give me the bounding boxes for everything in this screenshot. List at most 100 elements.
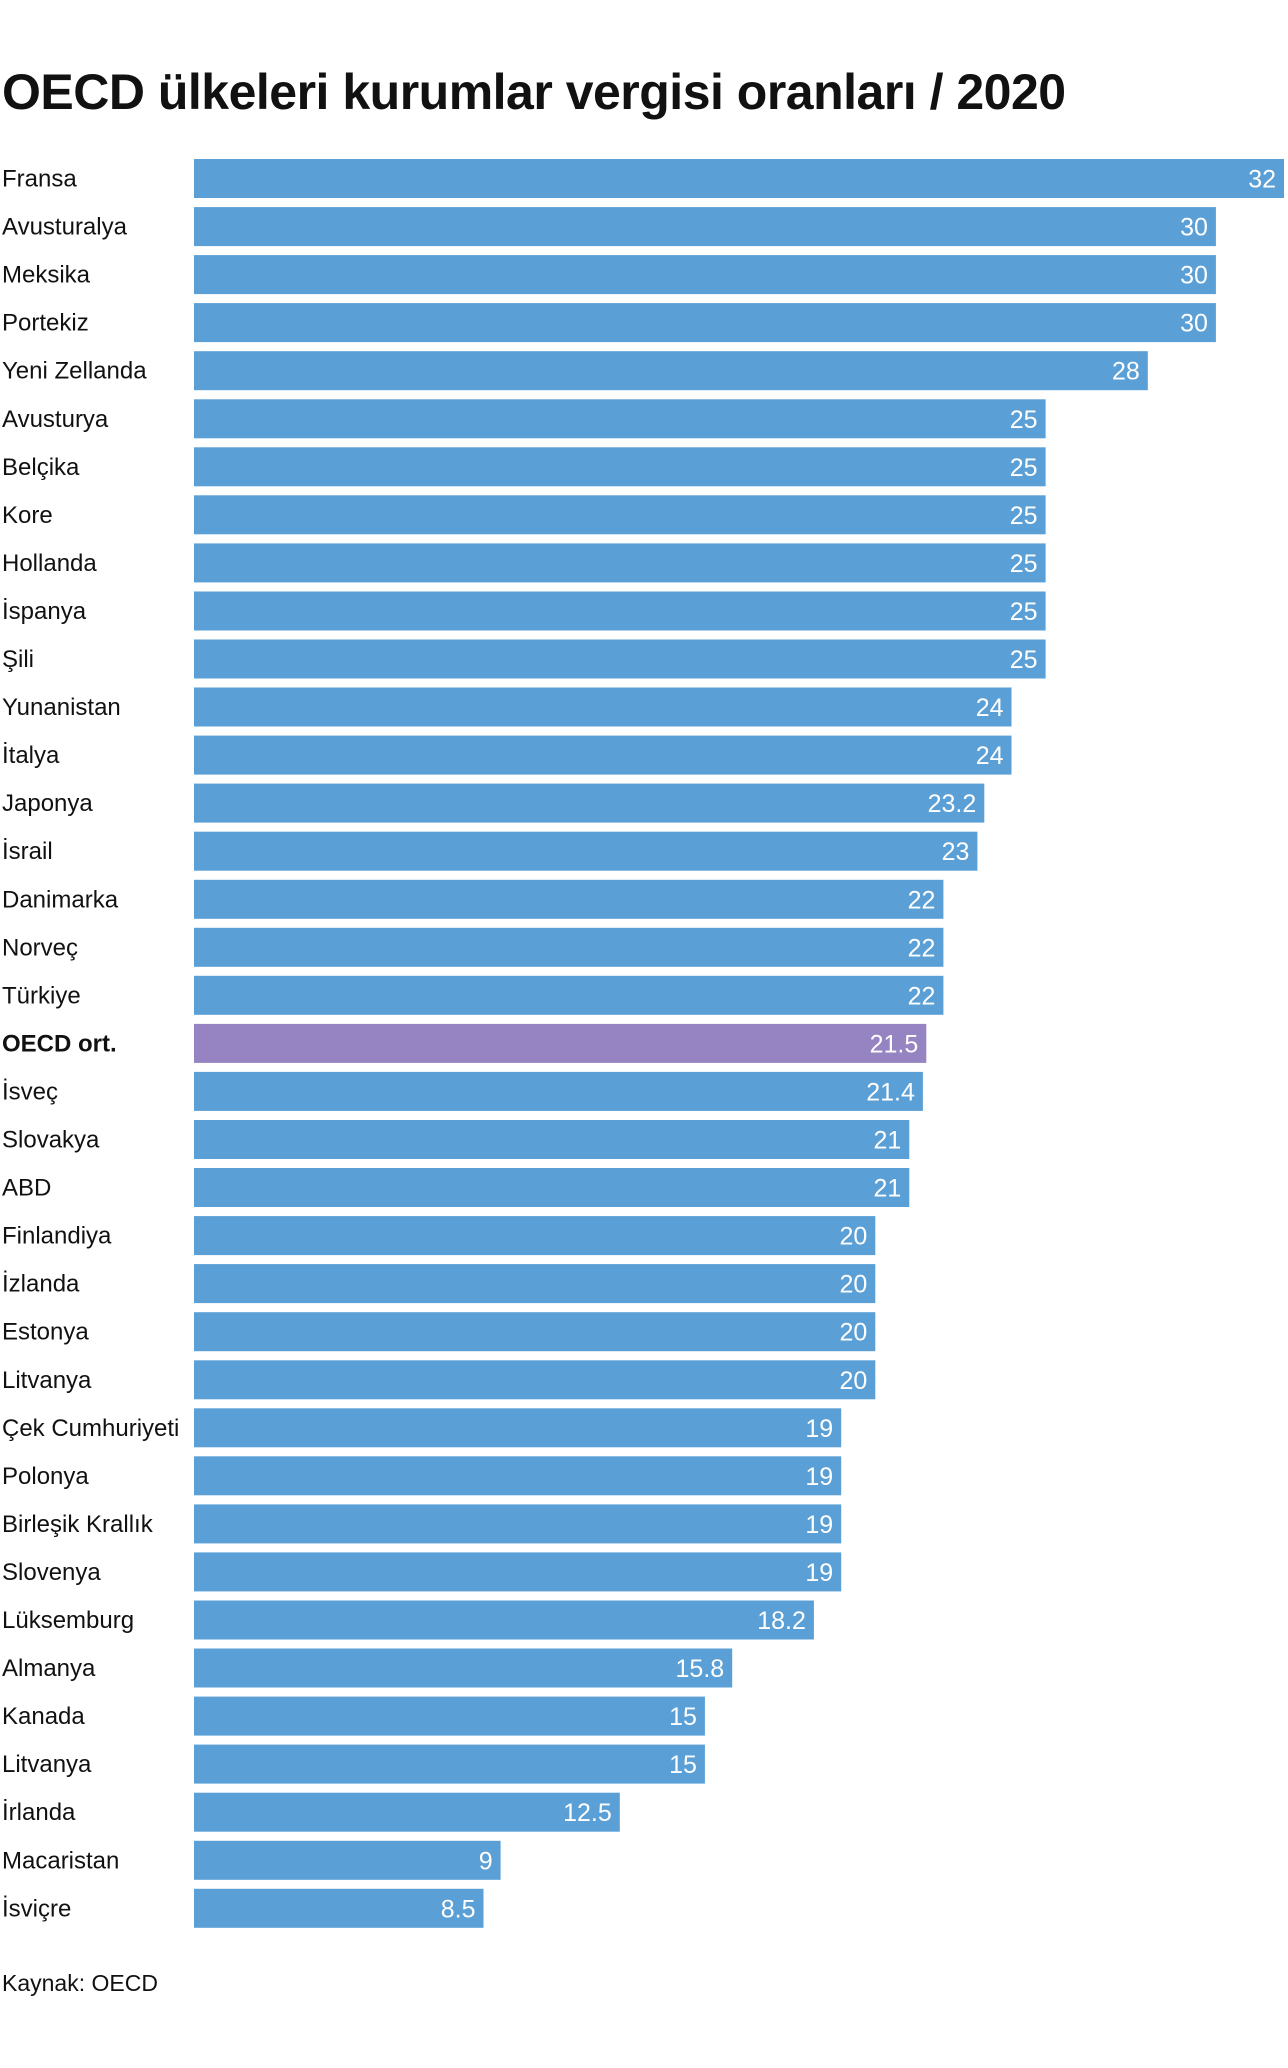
bar <box>194 639 1046 679</box>
value-label: 25 <box>1010 646 1038 674</box>
category-label: İsrail <box>2 838 53 865</box>
value-label: 8.5 <box>441 1895 476 1923</box>
value-label: 23 <box>942 838 970 866</box>
value-label: 25 <box>1010 550 1038 578</box>
bar <box>194 255 1216 295</box>
category-label: ABD <box>2 1175 51 1202</box>
bar <box>194 1360 876 1400</box>
category-label: Almanya <box>2 1655 96 1682</box>
bar <box>194 687 1012 727</box>
bar <box>194 1408 842 1448</box>
category-label: Polonya <box>2 1463 89 1490</box>
bar <box>194 207 1216 247</box>
category-label: OECD ort. <box>2 1030 117 1057</box>
value-label: 22 <box>908 982 936 1010</box>
category-label: Portekiz <box>2 310 89 337</box>
category-label: Fransa <box>2 166 77 193</box>
category-label: Çek Cumhuriyeti <box>2 1415 179 1442</box>
value-label: 20 <box>839 1367 867 1395</box>
bar <box>194 1648 733 1688</box>
category-label: Slovenya <box>2 1559 101 1586</box>
category-labels-layer: Fransa Avusturalya Meksika Portekiz Yeni Zel… <box>2 166 179 1923</box>
category-label: Norveç <box>2 934 78 961</box>
bar <box>194 1888 484 1928</box>
category-label: Danimarka <box>2 886 119 913</box>
bar <box>194 735 1012 775</box>
value-label: 19 <box>805 1415 833 1443</box>
category-label: Litvanya <box>2 1367 92 1394</box>
value-labels-layer: 3230303028252525252525242423.22322222221… <box>441 166 1276 1924</box>
bar <box>194 1600 814 1640</box>
value-label: 19 <box>805 1559 833 1587</box>
bar <box>194 543 1046 583</box>
value-label: 32 <box>1248 166 1276 194</box>
bar <box>194 1504 842 1544</box>
category-label: İzlanda <box>2 1271 80 1298</box>
category-label: Meksika <box>2 262 91 289</box>
bars-layer <box>194 159 1284 1928</box>
bar <box>194 1840 501 1880</box>
category-label: Hollanda <box>2 550 97 577</box>
value-label: 30 <box>1180 262 1208 290</box>
value-label: 24 <box>976 694 1004 722</box>
category-label: Yunanistan <box>2 694 121 721</box>
bar <box>194 1264 876 1304</box>
category-label: Avusturya <box>2 406 109 433</box>
category-label: Estonya <box>2 1319 89 1346</box>
bar <box>194 927 944 967</box>
bar <box>194 495 1046 535</box>
category-label: Şili <box>2 646 34 673</box>
category-label: Japonya <box>2 790 93 817</box>
category-label: Kanada <box>2 1703 85 1730</box>
value-label: 24 <box>976 742 1004 770</box>
bar <box>194 975 944 1015</box>
value-label: 22 <box>908 886 936 914</box>
value-label: 21.4 <box>866 1078 915 1106</box>
value-label: 30 <box>1180 214 1208 242</box>
category-label: Birleşik Krallık <box>2 1511 154 1538</box>
category-label: Litvanya <box>2 1751 92 1778</box>
value-label: 23.2 <box>928 790 977 818</box>
category-label: Macaristan <box>2 1847 119 1874</box>
bar <box>194 1216 876 1256</box>
value-label: 25 <box>1010 598 1038 626</box>
bar <box>194 879 944 919</box>
value-label: 19 <box>805 1463 833 1491</box>
value-label: 25 <box>1010 502 1038 530</box>
bar <box>194 1071 923 1111</box>
value-label: 25 <box>1010 454 1038 482</box>
value-label: 15.8 <box>676 1655 725 1683</box>
bar <box>194 1168 910 1207</box>
value-label: 21 <box>873 1127 901 1155</box>
bar <box>194 1744 705 1784</box>
category-label: Avusturalya <box>2 214 128 241</box>
category-label: Yeni Zellanda <box>2 358 147 385</box>
value-label: 20 <box>839 1271 867 1299</box>
bar <box>194 1552 842 1592</box>
value-label: 28 <box>1112 358 1140 386</box>
value-label: 21.5 <box>870 1030 919 1058</box>
value-label: 15 <box>669 1751 697 1779</box>
value-label: 9 <box>479 1847 493 1875</box>
category-label: İspanya <box>2 598 87 625</box>
value-label: 18.2 <box>757 1607 806 1635</box>
chart-title: OECD ülkeleri kurumlar vergisi oranları … <box>2 64 1066 120</box>
category-label: İsviçre <box>2 1895 71 1922</box>
category-label: Slovakya <box>2 1127 100 1154</box>
bar <box>194 783 985 823</box>
bar <box>194 447 1046 487</box>
category-label: Finlandiya <box>2 1223 112 1250</box>
category-label: Belçika <box>2 454 80 481</box>
bar <box>194 1792 620 1832</box>
category-label: İsveç <box>2 1078 58 1105</box>
value-label: 12.5 <box>563 1799 612 1827</box>
value-label: 22 <box>908 934 936 962</box>
category-label: Türkiye <box>2 982 81 1009</box>
value-label: 30 <box>1180 310 1208 338</box>
category-label: Lüksemburg <box>2 1607 134 1634</box>
category-label: İtalya <box>2 742 60 769</box>
value-label: 19 <box>805 1511 833 1539</box>
bar <box>194 303 1216 343</box>
category-label: İrlanda <box>2 1799 76 1826</box>
bar <box>194 1120 910 1159</box>
